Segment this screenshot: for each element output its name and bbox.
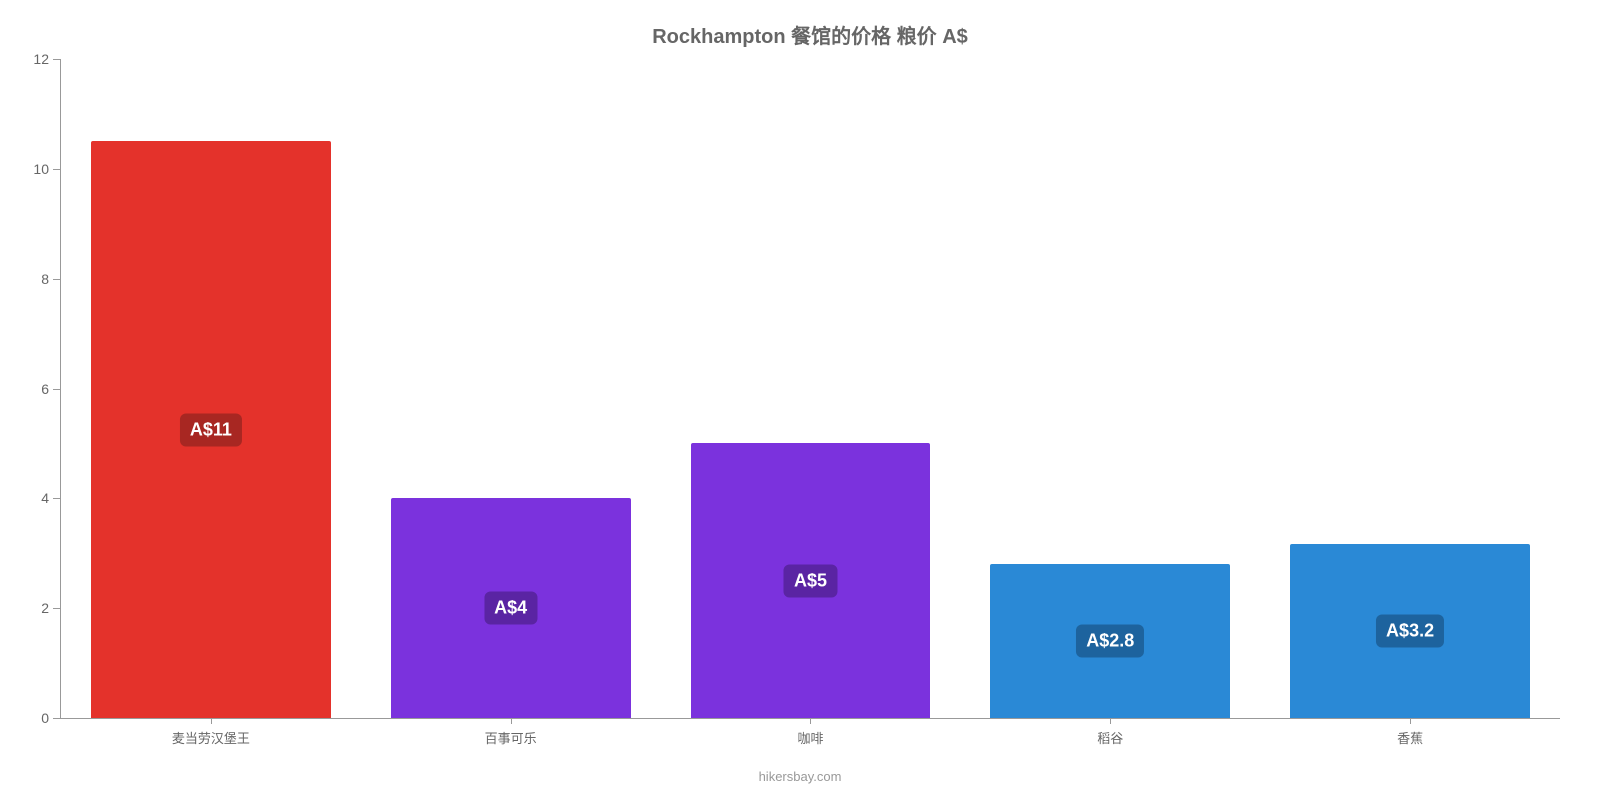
bar-value-label: A$2.8 bbox=[1076, 625, 1144, 658]
y-tick-label: 4 bbox=[41, 490, 61, 506]
bar-slot: A$11麦当劳汉堡王 bbox=[61, 59, 361, 718]
x-category-label: 稻谷 bbox=[1097, 718, 1123, 747]
x-category-label: 香蕉 bbox=[1397, 718, 1423, 747]
x-category-label: 咖啡 bbox=[797, 718, 823, 747]
y-tick-label: 2 bbox=[41, 600, 61, 616]
price-bar-chart: Rockhampton 餐馆的价格 粮价 A$ A$11麦当劳汉堡王A$4百事可… bbox=[0, 0, 1600, 800]
bar-slot: A$4百事可乐 bbox=[361, 59, 661, 718]
bar: A$3.2 bbox=[1290, 544, 1530, 718]
bar-value-label: A$5 bbox=[784, 564, 837, 597]
bar: A$2.8 bbox=[990, 564, 1230, 718]
x-category-label: 百事可乐 bbox=[485, 718, 537, 747]
y-tick-label: 6 bbox=[41, 381, 61, 397]
y-tick-label: 12 bbox=[33, 51, 61, 67]
bar: A$5 bbox=[691, 443, 931, 718]
bar-value-label: A$11 bbox=[180, 413, 242, 446]
attribution-text: hikersbay.com bbox=[0, 769, 1600, 784]
bars-container: A$11麦当劳汉堡王A$4百事可乐A$5咖啡A$2.8稻谷A$3.2香蕉 bbox=[61, 59, 1560, 718]
x-category-label: 麦当劳汉堡王 bbox=[172, 718, 250, 747]
bar: A$11 bbox=[91, 141, 331, 718]
bar: A$4 bbox=[391, 498, 631, 718]
bar-slot: A$2.8稻谷 bbox=[960, 59, 1260, 718]
bar-value-label: A$3.2 bbox=[1376, 614, 1444, 647]
y-tick-label: 0 bbox=[41, 710, 61, 726]
bar-value-label: A$4 bbox=[484, 592, 537, 625]
bar-slot: A$3.2香蕉 bbox=[1260, 59, 1560, 718]
y-tick-label: 8 bbox=[41, 271, 61, 287]
y-tick-label: 10 bbox=[33, 161, 61, 177]
chart-title: Rockhampton 餐馆的价格 粮价 A$ bbox=[60, 20, 1560, 49]
plot-area: A$11麦当劳汉堡王A$4百事可乐A$5咖啡A$2.8稻谷A$3.2香蕉 024… bbox=[60, 59, 1560, 719]
bar-slot: A$5咖啡 bbox=[661, 59, 961, 718]
